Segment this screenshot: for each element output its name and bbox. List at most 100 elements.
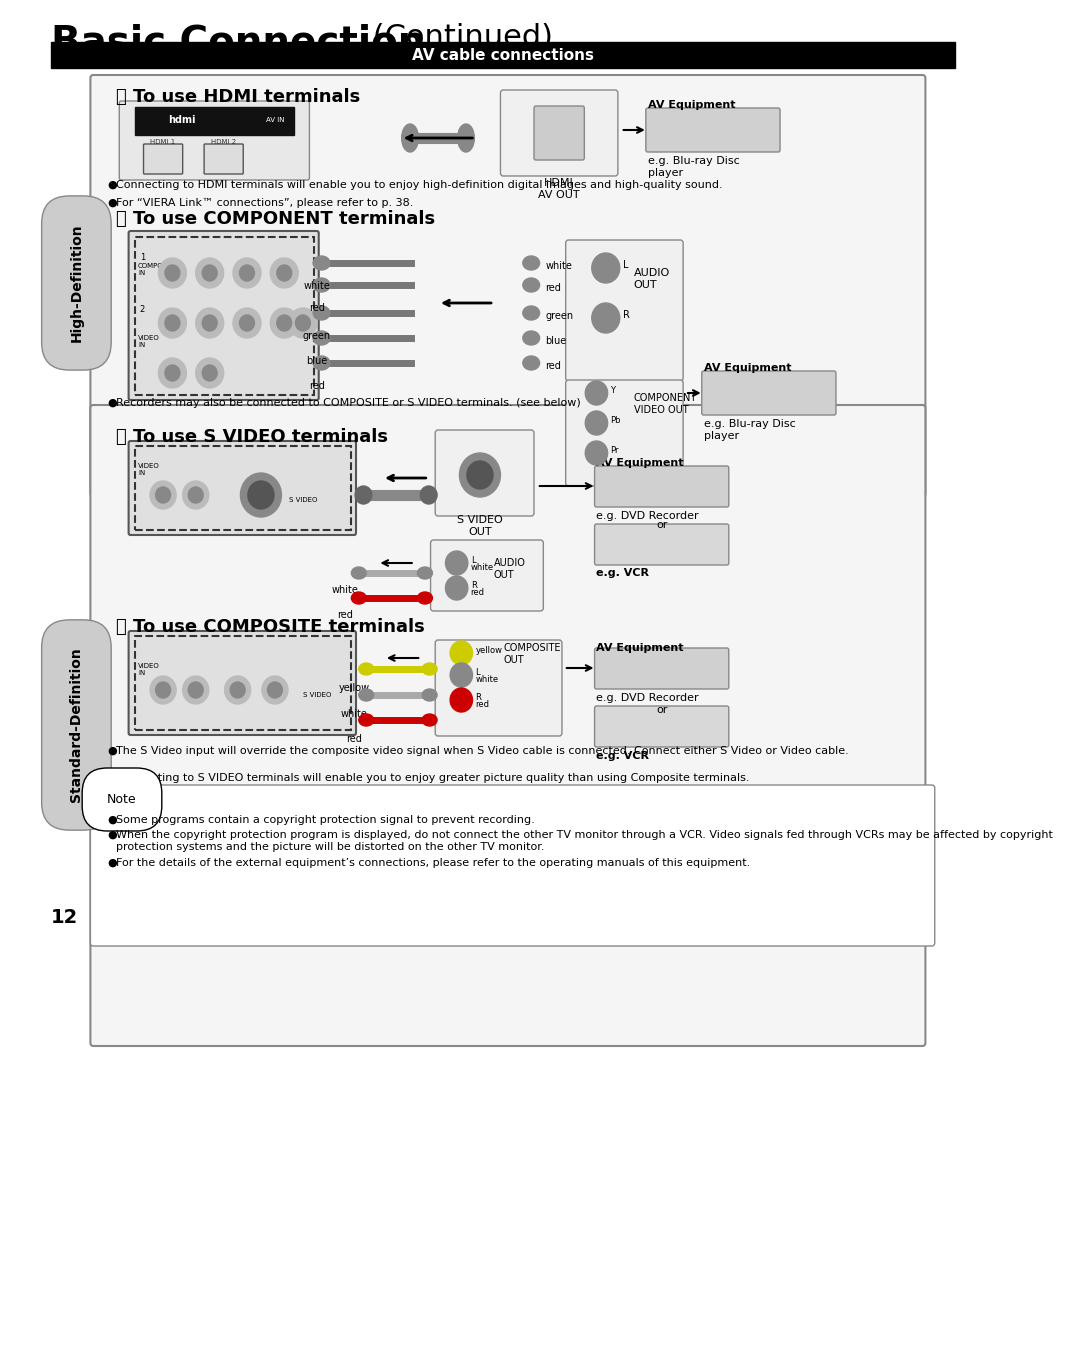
Circle shape — [165, 315, 180, 331]
Text: ●: ● — [107, 746, 117, 756]
Text: white: white — [340, 709, 367, 720]
Text: e.g. VCR: e.g. VCR — [596, 568, 649, 578]
Text: S VIDEO: S VIDEO — [289, 497, 318, 503]
Ellipse shape — [422, 690, 437, 701]
Text: COMPOSITE
OUT: COMPOSITE OUT — [503, 643, 561, 665]
Circle shape — [150, 676, 176, 705]
FancyBboxPatch shape — [129, 230, 319, 399]
Circle shape — [150, 481, 176, 508]
Text: hdmi: hdmi — [168, 114, 195, 125]
Ellipse shape — [418, 592, 432, 604]
Circle shape — [240, 264, 255, 281]
Circle shape — [585, 382, 608, 405]
Text: or: or — [656, 521, 667, 530]
Text: e.g. Blu-ray Disc
player: e.g. Blu-ray Disc player — [648, 155, 740, 177]
Bar — [135, 446, 351, 530]
Text: Standard-Definition: Standard-Definition — [69, 647, 83, 803]
Ellipse shape — [313, 356, 329, 369]
Ellipse shape — [420, 487, 437, 504]
Text: AUDIO
OUT: AUDIO OUT — [634, 269, 670, 289]
Text: or: or — [656, 705, 667, 716]
Ellipse shape — [422, 662, 437, 675]
FancyBboxPatch shape — [129, 442, 356, 536]
Circle shape — [467, 461, 492, 489]
Text: Recorders may also be connected to COMPOSITE or S VIDEO terminals. (see below): Recorders may also be connected to COMPO… — [117, 398, 581, 408]
Text: COMPONENT
IN: COMPONENT IN — [138, 263, 183, 275]
FancyBboxPatch shape — [129, 631, 356, 735]
Ellipse shape — [359, 662, 374, 675]
Ellipse shape — [313, 256, 329, 270]
Bar — [135, 108, 294, 135]
Text: L: L — [475, 668, 480, 676]
Circle shape — [188, 487, 203, 503]
Text: L: L — [622, 260, 629, 270]
Text: red: red — [471, 587, 485, 597]
Circle shape — [268, 682, 282, 698]
Circle shape — [156, 487, 171, 503]
Text: red: red — [309, 303, 325, 313]
Ellipse shape — [355, 487, 372, 504]
FancyBboxPatch shape — [566, 380, 684, 487]
Circle shape — [270, 258, 298, 288]
Circle shape — [585, 412, 608, 435]
Circle shape — [165, 365, 180, 382]
Text: AUDIO
OUT: AUDIO OUT — [494, 557, 526, 579]
Ellipse shape — [523, 278, 540, 292]
Text: Pr: Pr — [610, 446, 619, 454]
Text: green: green — [302, 331, 330, 341]
Text: ●: ● — [107, 857, 117, 868]
Circle shape — [585, 442, 608, 465]
Text: yellow: yellow — [475, 646, 502, 654]
Text: 2: 2 — [139, 305, 145, 313]
Text: e.g. VCR: e.g. VCR — [596, 751, 649, 761]
Text: AV Equipment: AV Equipment — [596, 643, 684, 653]
Circle shape — [459, 453, 500, 497]
Text: Ⓑ To use COMPONENT terminals: Ⓑ To use COMPONENT terminals — [117, 210, 435, 228]
FancyBboxPatch shape — [204, 144, 243, 174]
Circle shape — [233, 258, 261, 288]
Text: For “VIERA Link™ connections”, please refer to p. 38.: For “VIERA Link™ connections”, please re… — [117, 198, 414, 209]
Circle shape — [233, 308, 261, 338]
Text: AV IN: AV IN — [266, 117, 284, 123]
Text: Some programs contain a copyright protection signal to prevent recording.: Some programs contain a copyright protec… — [117, 815, 536, 825]
Text: red: red — [309, 382, 325, 391]
Text: VIDEO
IN: VIDEO IN — [138, 463, 160, 476]
Text: HDMI 1: HDMI 1 — [150, 139, 176, 144]
Text: Ⓐ To use HDMI terminals: Ⓐ To use HDMI terminals — [117, 89, 361, 106]
Text: R: R — [475, 692, 482, 702]
Text: white: white — [303, 281, 330, 290]
Bar — [51, 42, 955, 68]
Circle shape — [159, 308, 187, 338]
Circle shape — [240, 315, 255, 331]
Circle shape — [270, 308, 298, 338]
Circle shape — [188, 682, 203, 698]
Text: ●: ● — [107, 815, 117, 825]
FancyBboxPatch shape — [431, 540, 543, 611]
Text: white: white — [332, 585, 359, 596]
Ellipse shape — [313, 331, 329, 345]
FancyBboxPatch shape — [500, 90, 618, 176]
Text: ●: ● — [107, 198, 117, 209]
Text: L: L — [471, 556, 475, 564]
FancyBboxPatch shape — [534, 106, 584, 159]
Ellipse shape — [359, 690, 374, 701]
Text: Pb: Pb — [610, 416, 621, 424]
Ellipse shape — [351, 592, 366, 604]
Text: AV cable connections: AV cable connections — [413, 48, 594, 63]
Text: AV Equipment: AV Equipment — [648, 99, 735, 110]
Circle shape — [296, 315, 310, 331]
Text: AV Equipment: AV Equipment — [703, 363, 792, 373]
Text: 12: 12 — [51, 908, 79, 927]
Text: VIDEO
IN: VIDEO IN — [138, 662, 160, 676]
Ellipse shape — [523, 307, 540, 320]
Text: For the details of the external equipment’s connections, please refer to the ope: For the details of the external equipmen… — [117, 857, 751, 868]
Circle shape — [195, 258, 224, 288]
FancyBboxPatch shape — [144, 144, 183, 174]
Text: red: red — [545, 284, 562, 293]
Text: S VIDEO
OUT: S VIDEO OUT — [457, 515, 503, 537]
Circle shape — [159, 358, 187, 388]
Text: When the copyright protection program is displayed, do not connect the other TV : When the copyright protection program is… — [117, 830, 1053, 852]
Text: Note: Note — [107, 793, 137, 806]
Circle shape — [195, 308, 224, 338]
Text: yellow: yellow — [338, 683, 369, 692]
